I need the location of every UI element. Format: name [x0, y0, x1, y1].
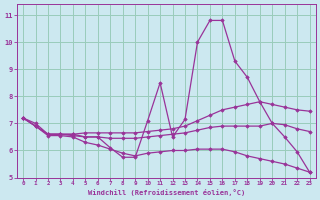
X-axis label: Windchill (Refroidissement éolien,°C): Windchill (Refroidissement éolien,°C) [88, 189, 245, 196]
